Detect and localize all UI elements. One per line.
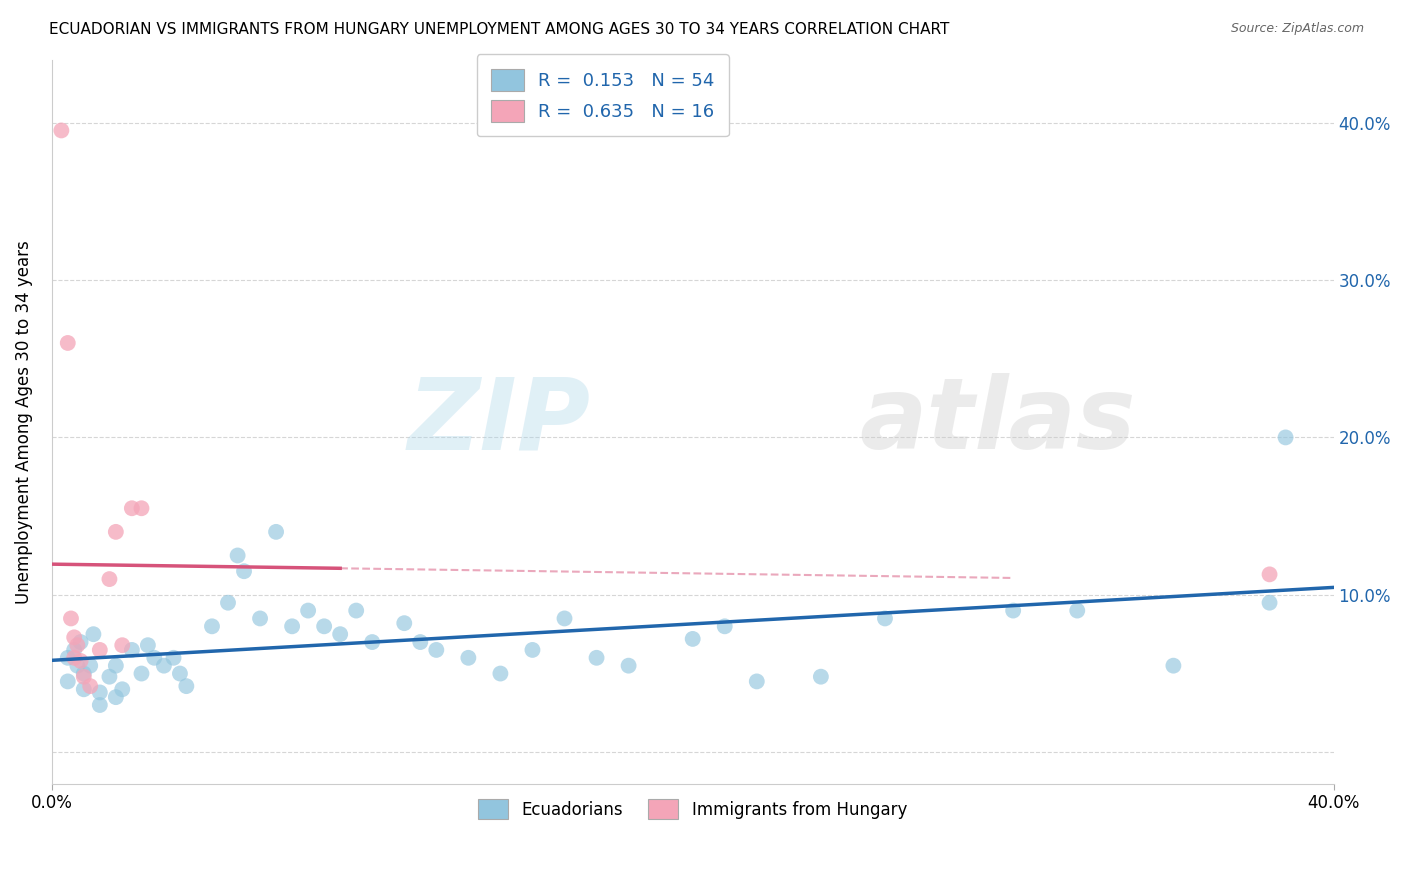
Point [63, 630, 86, 644]
Text: atlas: atlas [859, 373, 1136, 470]
Point [176, 679, 198, 693]
Point [409, 635, 432, 649]
Point [1274, 430, 1296, 444]
Point [131, 666, 153, 681]
Point [104, 524, 127, 539]
Point [82, 627, 104, 641]
Point [873, 611, 896, 625]
Point [89, 698, 111, 712]
Point [249, 611, 271, 625]
Point [98, 572, 121, 586]
Point [131, 501, 153, 516]
Point [425, 643, 447, 657]
Point [745, 674, 768, 689]
Point [617, 658, 640, 673]
Point [104, 658, 127, 673]
Point [73, 670, 96, 684]
Point [66, 638, 89, 652]
Point [489, 666, 512, 681]
Point [111, 682, 134, 697]
Point [104, 690, 127, 705]
Text: ZIP: ZIP [408, 373, 591, 470]
Point [153, 658, 176, 673]
Point [121, 643, 143, 657]
Point [63, 643, 86, 657]
Point [314, 619, 336, 633]
Point [1258, 596, 1281, 610]
Point [121, 501, 143, 516]
Point [89, 643, 111, 657]
Point [59, 611, 82, 625]
Point [585, 650, 607, 665]
Point [553, 611, 575, 625]
Text: Source: ZipAtlas.com: Source: ZipAtlas.com [1230, 22, 1364, 36]
Point [111, 638, 134, 652]
Point [233, 564, 256, 578]
Point [66, 658, 89, 673]
Point [63, 650, 86, 665]
Point [73, 682, 96, 697]
Point [1258, 567, 1281, 582]
Y-axis label: Unemployment Among Ages 30 to 34 years: Unemployment Among Ages 30 to 34 years [15, 240, 32, 604]
Point [169, 666, 191, 681]
Point [522, 643, 544, 657]
Point [56, 650, 79, 665]
Point [226, 549, 249, 563]
Point [73, 666, 96, 681]
Point [79, 658, 101, 673]
Legend: Ecuadorians, Immigrants from Hungary: Ecuadorians, Immigrants from Hungary [471, 792, 914, 826]
Point [143, 650, 166, 665]
Point [217, 596, 239, 610]
Point [361, 635, 384, 649]
Point [394, 616, 416, 631]
Point [810, 670, 832, 684]
Point [69, 635, 91, 649]
Text: ECUADORIAN VS IMMIGRANTS FROM HUNGARY UNEMPLOYMENT AMONG AGES 30 TO 34 YEARS COR: ECUADORIAN VS IMMIGRANTS FROM HUNGARY UN… [49, 22, 949, 37]
Point [682, 632, 704, 646]
Point [344, 603, 367, 617]
Point [264, 524, 287, 539]
Point [56, 335, 79, 350]
Point [297, 603, 319, 617]
Point [136, 638, 159, 652]
Point [162, 650, 184, 665]
Point [1163, 658, 1185, 673]
Point [98, 670, 121, 684]
Point [281, 619, 304, 633]
Point [56, 674, 79, 689]
Point [51, 123, 73, 137]
Point [79, 679, 101, 693]
Point [713, 619, 735, 633]
Point [1066, 603, 1088, 617]
Point [1002, 603, 1025, 617]
Point [329, 627, 352, 641]
Point [89, 685, 111, 699]
Point [69, 654, 91, 668]
Point [201, 619, 224, 633]
Point [457, 650, 479, 665]
